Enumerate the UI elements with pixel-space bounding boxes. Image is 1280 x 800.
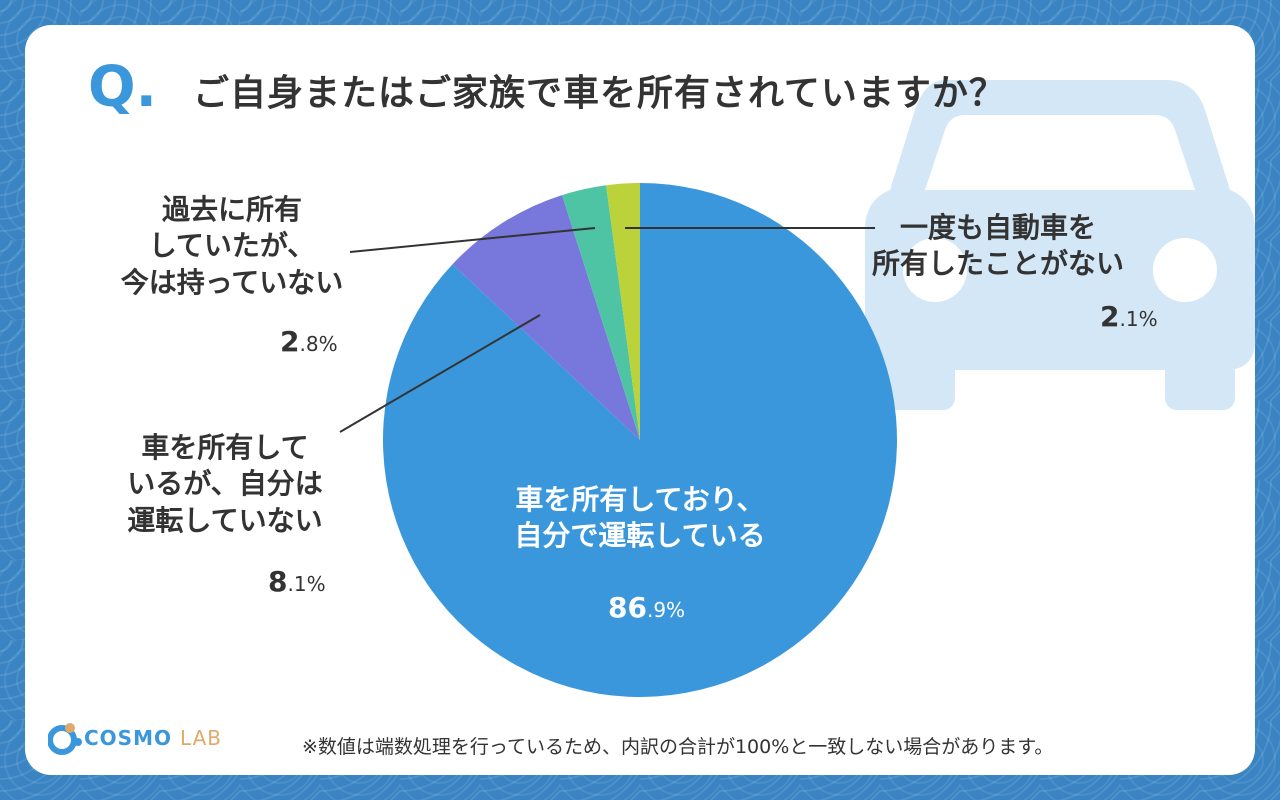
slice-label-own-not-drive: 車を所有して いるが、自分は 運転していない: [127, 431, 323, 537]
leader-line-own-not-drive: [339, 314, 541, 433]
pie-slice-own-not-drive: [452, 195, 640, 440]
slice-label-past-owner: 過去に所有 していたが、 今は持っていない: [120, 193, 344, 299]
slice-pct-drive: 86.9%: [608, 591, 686, 624]
slice-pct-past-owner: 2.8%: [280, 325, 338, 358]
pie-slice-past-owner: [562, 185, 640, 440]
slice-label-never-owned: 一度も自動車を 所有したことがない: [871, 211, 1124, 281]
leader-line-past-owner: [349, 227, 596, 253]
logo-wordmark: COSMO LAB: [84, 726, 222, 750]
slice-label-drive: 車を所有しており、 自分で運転している: [514, 483, 766, 553]
car-icon: [865, 80, 1255, 410]
cosmo-lab-logo-icon: [48, 723, 82, 755]
question-title: ご自身またはご家族で車を所有されていますか？: [193, 73, 1006, 114]
slice-pct-never-owned: 2.1%: [1100, 300, 1158, 333]
slice-pct-own-not-drive: 8.1%: [268, 565, 326, 598]
pie-slice-never-owned: [606, 183, 640, 440]
footnote: ※数値は端数処理を行っているため、内訳の合計が100%と一致しない場合があります…: [302, 736, 1054, 758]
question-prefix: Q.: [88, 55, 157, 120]
